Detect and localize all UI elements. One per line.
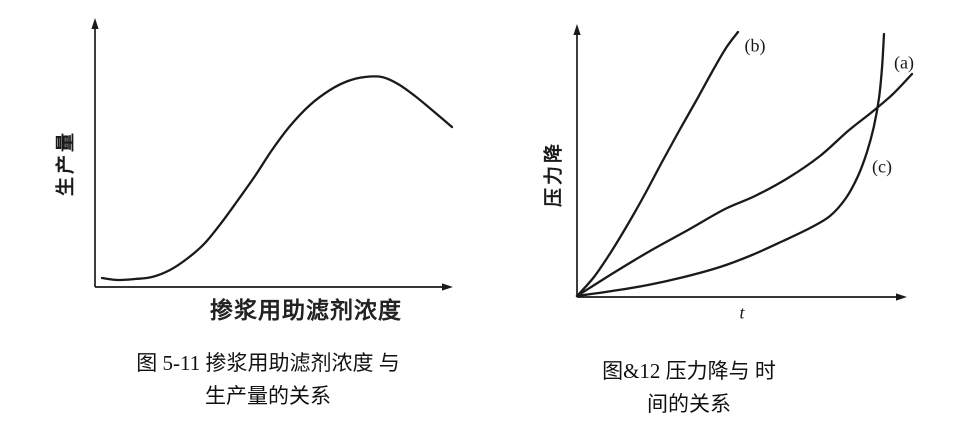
curve-label-a: (a) bbox=[894, 52, 914, 73]
left-caption-line-2: 生产量的关系 bbox=[205, 384, 331, 408]
curve-label-c: (c) bbox=[872, 156, 892, 177]
left-figure-caption: 图 5-11 掺浆用助滤剂浓度 与 生产量的关系 bbox=[136, 347, 399, 413]
left-x-axis-arrowhead bbox=[442, 283, 453, 291]
right-curve-a bbox=[575, 72, 914, 298]
right-curve-b bbox=[575, 30, 740, 298]
left-curve-production-rate-vs-filter-aid-concentration bbox=[100, 75, 454, 282]
right-x-axis-arrowhead bbox=[896, 293, 907, 301]
left-caption-line-1: 图 5-11 掺浆用助滤剂浓度 与 bbox=[136, 351, 400, 375]
right-curve-c bbox=[575, 32, 886, 298]
right-y-axis-label: 压力降 bbox=[543, 140, 565, 208]
left-y-axis-arrowhead bbox=[91, 18, 99, 29]
left-y-axis-label: 生产量 bbox=[55, 129, 77, 197]
left-x-axis-label: 掺浆用助滤剂浓度 bbox=[210, 298, 402, 323]
curve-label-b: (b) bbox=[744, 35, 766, 56]
right-y-axis-arrowhead bbox=[573, 24, 581, 35]
right-x-axis-label: t bbox=[739, 302, 745, 323]
right-caption-line-1: 图&12 压力降与 时 bbox=[602, 359, 776, 383]
right-caption-line-2: 间的关系 bbox=[647, 392, 731, 416]
right-figure-caption: 图&12 压力降与 时 间的关系 bbox=[602, 355, 776, 421]
